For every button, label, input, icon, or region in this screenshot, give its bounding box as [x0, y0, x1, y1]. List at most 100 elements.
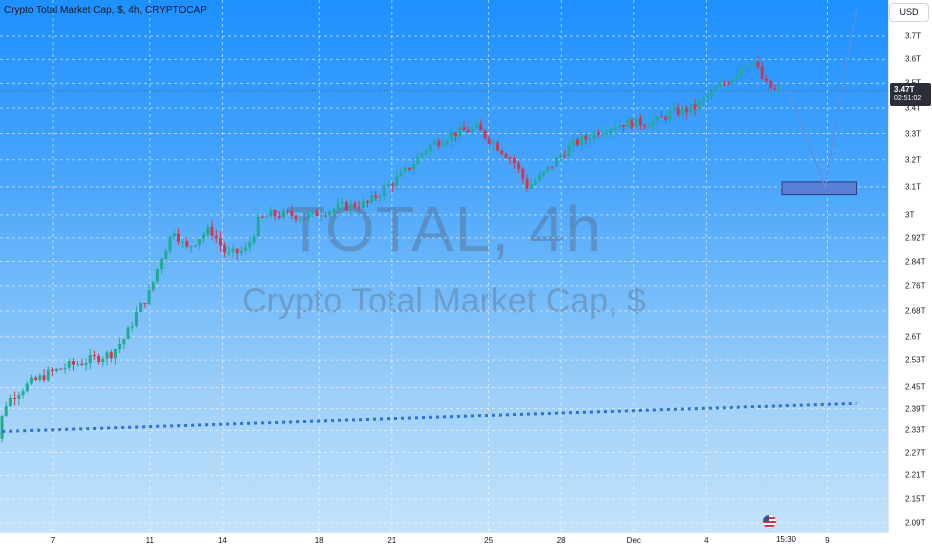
candle-up [118, 338, 122, 354]
candle-down [357, 201, 361, 213]
candle-body [462, 126, 466, 131]
candle-body [504, 153, 508, 158]
candle-up [4, 401, 8, 417]
candle-down [42, 369, 46, 382]
plot-area[interactable]: TOTAL, 4h Crypto Total Market Cap, $ Cry… [0, 0, 888, 532]
candle-down [664, 114, 668, 124]
candle-body [554, 157, 558, 167]
candle-body [118, 344, 122, 349]
candle-body [8, 398, 12, 406]
candle-body [626, 119, 630, 128]
candle-body [42, 375, 46, 381]
candle-body [500, 150, 504, 154]
candle-body [416, 156, 420, 164]
current-price-value: 3.47T [894, 84, 915, 94]
us-flag-icon[interactable] [762, 514, 777, 529]
candle-body [151, 281, 155, 290]
candle-body [176, 233, 180, 242]
candle-down [185, 236, 189, 249]
candle-down [630, 118, 634, 131]
candle-body [739, 67, 743, 75]
candle-down [391, 181, 395, 193]
time-tick-label: 14 [217, 536, 227, 545]
time-tick-label: 18 [314, 536, 324, 545]
candle-body [470, 127, 474, 133]
candle-up [231, 244, 235, 258]
candle-up [491, 138, 495, 151]
candle-up [718, 76, 722, 89]
candle-body [160, 259, 164, 269]
candle-body [735, 74, 739, 79]
candle-body [542, 171, 546, 175]
candle-up [349, 199, 353, 217]
candle-body [588, 139, 592, 141]
price-tick-label: 2.09T [905, 518, 926, 528]
candle-up [668, 106, 672, 126]
candle-up [554, 155, 558, 167]
candle-body [433, 141, 437, 145]
candle-down [685, 105, 689, 119]
candle-up [626, 115, 630, 128]
candle-body [252, 236, 256, 243]
candle-body [764, 78, 768, 81]
candle-body [92, 355, 96, 357]
candle-body [281, 210, 285, 218]
candle-body [685, 107, 689, 113]
candle-down [676, 102, 680, 117]
candle-body [210, 226, 214, 236]
candle-up [269, 206, 273, 217]
candle-body [353, 203, 357, 208]
watermark-description: Crypto Total Market Cap, $ [242, 282, 646, 320]
candle-down [575, 137, 579, 148]
time-axis[interactable] [0, 532, 888, 551]
candle-up [559, 152, 563, 162]
candle-body [386, 184, 390, 187]
candle-body [273, 210, 277, 216]
price-tick-label: 2.84T [905, 257, 926, 267]
candle-body [596, 132, 600, 135]
price-tick-label: 3.4T [905, 103, 922, 113]
candle-down [176, 228, 180, 245]
candle-body [370, 195, 374, 203]
candle-body [731, 78, 735, 84]
candle-up [382, 182, 386, 200]
support-zone[interactable] [781, 181, 857, 196]
price-tick-label: 3.2T [905, 155, 922, 165]
projection-path[interactable] [788, 8, 858, 190]
candle-body [21, 391, 25, 396]
time-tick-label: 11 [145, 536, 154, 545]
price-tick-label: 3T [905, 210, 915, 220]
candle-body [420, 153, 424, 157]
candle-down [315, 208, 319, 217]
candle-body [113, 348, 117, 359]
candle-body [424, 150, 428, 154]
candle-up [46, 366, 50, 382]
candle-body [437, 141, 441, 146]
candle-body [647, 125, 651, 127]
candle-body [391, 184, 395, 186]
chart-svg[interactable] [0, 0, 888, 532]
candle-body [529, 184, 533, 189]
candle-down [512, 154, 516, 170]
candle-body [445, 140, 449, 144]
candle-body [76, 363, 80, 365]
candle-down [496, 140, 500, 152]
candle-body [672, 107, 676, 111]
candle-body [130, 326, 134, 328]
candle-up [403, 165, 407, 174]
candle-up [613, 123, 617, 134]
candle-body [46, 369, 50, 381]
candle-down [563, 149, 567, 160]
candle-down [407, 167, 411, 173]
candle-body [63, 367, 67, 370]
candle-body [428, 144, 432, 151]
candle-up [0, 415, 4, 443]
candle-up [84, 358, 88, 371]
current-price-label: 3.47T 02:51:02 [890, 82, 931, 106]
candle-body [680, 107, 684, 115]
candle-body [122, 339, 126, 345]
price-tick-label: 3.3T [905, 129, 922, 139]
currency-button[interactable]: USD [889, 3, 929, 22]
candle-up [336, 197, 340, 212]
candle-down [769, 80, 773, 90]
